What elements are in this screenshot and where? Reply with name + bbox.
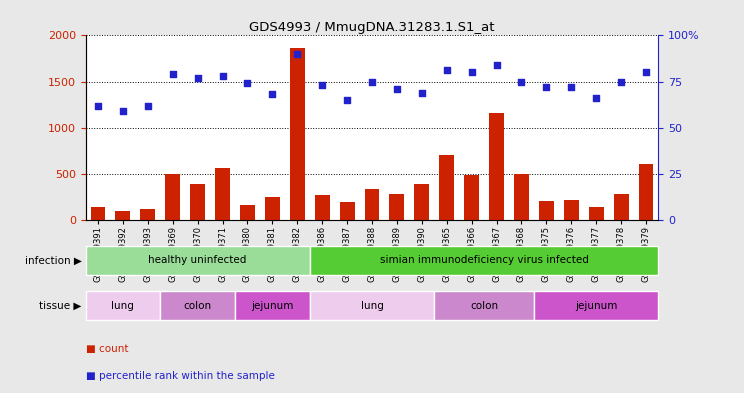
Text: infection ▶: infection ▶ [25,255,82,265]
Point [640,69,652,75]
Bar [315,195,330,220]
Point [416,90,428,96]
Bar [339,202,355,220]
Bar [434,291,534,320]
Bar [115,211,130,220]
Text: simian immunodeficiency virus infected: simian immunodeficiency virus infected [379,255,589,265]
Point [391,86,403,92]
Bar [190,184,205,220]
Bar [539,201,554,220]
Bar [464,175,479,220]
Point [341,97,353,103]
Point [192,75,204,81]
Bar [86,291,160,320]
Bar [160,291,235,320]
Title: GDS4993 / MmugDNA.31283.1.S1_at: GDS4993 / MmugDNA.31283.1.S1_at [249,21,495,34]
Point [440,67,452,73]
Text: ■ count: ■ count [86,344,128,354]
Point [142,103,154,109]
Point [117,108,129,114]
Text: ■ percentile rank within the sample: ■ percentile rank within the sample [86,371,275,381]
Point [590,95,602,101]
Bar [310,291,434,320]
Point [316,82,328,88]
Point [217,73,228,79]
Bar [564,200,579,220]
Bar [414,184,429,220]
Bar [215,168,230,220]
Text: healthy uninfected: healthy uninfected [149,255,247,265]
Text: colon: colon [470,301,498,310]
Point [565,84,577,90]
Point [490,62,502,68]
Bar [165,174,180,220]
Point [615,79,627,85]
Bar [614,194,629,220]
Text: lung: lung [112,301,135,310]
Text: lung: lung [361,301,383,310]
Bar [439,156,454,220]
Bar [514,174,529,220]
Bar [86,246,310,275]
Bar [310,246,658,275]
Bar [91,207,106,220]
Point [466,69,478,75]
Point [92,103,104,109]
Bar [638,164,653,220]
Bar [290,48,305,220]
Bar [489,113,504,220]
Bar [365,189,379,220]
Bar [589,207,603,220]
Bar [141,209,155,220]
Point [292,51,304,57]
Point [266,91,278,97]
Bar [235,291,310,320]
Bar [240,205,255,220]
Point [242,80,254,86]
Bar [265,197,280,220]
Bar [534,291,658,320]
Point [540,84,552,90]
Text: colon: colon [184,301,212,310]
Point [516,79,527,85]
Text: tissue ▶: tissue ▶ [39,301,82,310]
Point [167,71,179,77]
Text: jejunum: jejunum [575,301,618,310]
Bar [389,194,405,220]
Text: jejunum: jejunum [251,301,294,310]
Point [366,79,378,85]
